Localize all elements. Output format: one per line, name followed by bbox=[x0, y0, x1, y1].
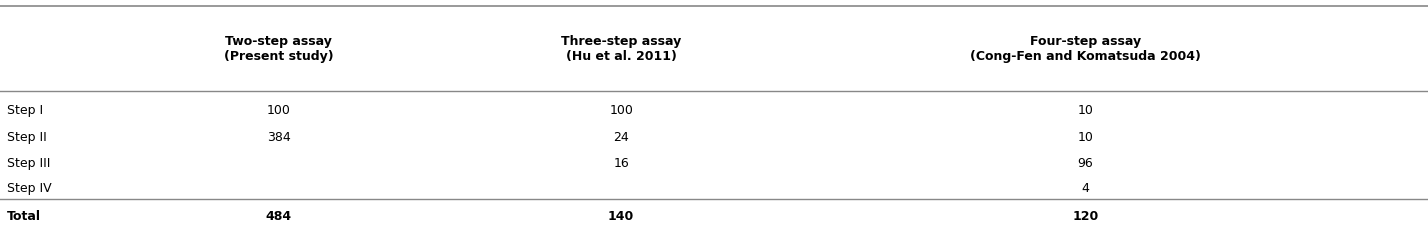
Text: Total: Total bbox=[7, 209, 41, 222]
Text: 10: 10 bbox=[1077, 131, 1094, 144]
Text: 140: 140 bbox=[608, 209, 634, 222]
Text: 96: 96 bbox=[1077, 156, 1094, 169]
Text: 24: 24 bbox=[613, 131, 630, 144]
Text: 384: 384 bbox=[267, 131, 290, 144]
Text: 120: 120 bbox=[1072, 209, 1098, 222]
Text: Step IV: Step IV bbox=[7, 181, 51, 194]
Text: 100: 100 bbox=[610, 104, 633, 116]
Text: 484: 484 bbox=[266, 209, 291, 222]
Text: 4: 4 bbox=[1081, 181, 1090, 194]
Text: Two-step assay
(Present study): Two-step assay (Present study) bbox=[224, 35, 333, 63]
Text: Three-step assay
(Hu et al. 2011): Three-step assay (Hu et al. 2011) bbox=[561, 35, 681, 63]
Text: 100: 100 bbox=[267, 104, 290, 116]
Text: Step III: Step III bbox=[7, 156, 50, 169]
Text: Four-step assay
(Cong-Fen and Komatsuda 2004): Four-step assay (Cong-Fen and Komatsuda … bbox=[970, 35, 1201, 63]
Text: Step I: Step I bbox=[7, 104, 43, 116]
Text: 16: 16 bbox=[613, 156, 630, 169]
Text: Step II: Step II bbox=[7, 131, 47, 144]
Text: 10: 10 bbox=[1077, 104, 1094, 116]
